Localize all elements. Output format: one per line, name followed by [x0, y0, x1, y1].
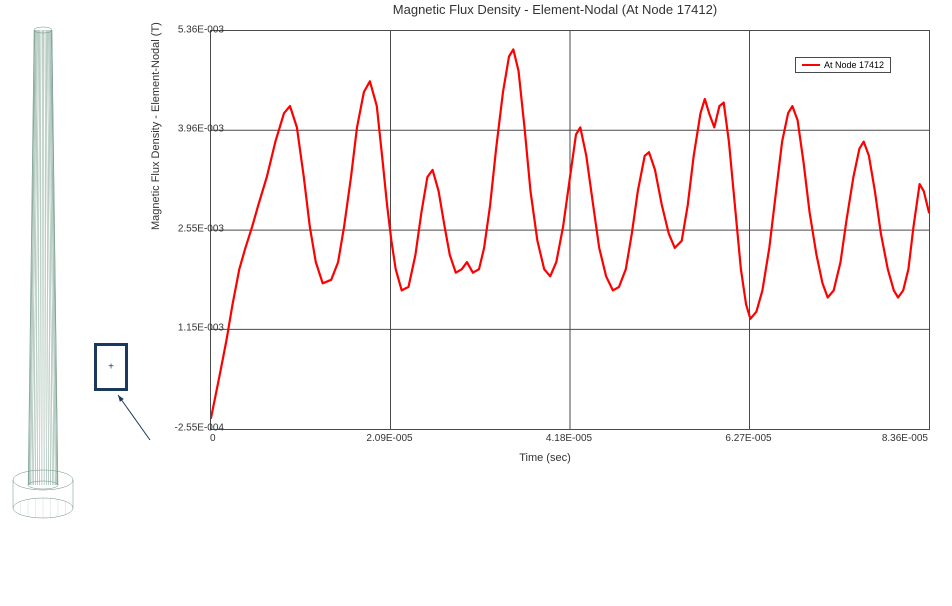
chart-plot-area: [210, 30, 930, 430]
chart-panel: Magnetic Flux Density - Element-Nodal (A…: [160, 0, 950, 500]
chart-svg: [211, 31, 929, 429]
y-tick-label: 5.36E-003: [178, 25, 224, 36]
y-tick-label: 2.55E-003: [178, 224, 224, 235]
node-marker-box: +: [94, 343, 128, 391]
x-tick-label: 8.36E-005: [882, 433, 928, 444]
y-tick-label: 1.15E-003: [178, 323, 224, 334]
mesh-model-panel: +: [0, 0, 160, 606]
y-tick-label: -2.55E-004: [175, 423, 224, 434]
chart-x-label: Time (sec): [160, 452, 930, 464]
chart-legend: At Node 17412: [795, 57, 891, 73]
node-marker-plus-icon: +: [108, 362, 114, 373]
x-tick-label: 4.18E-005: [546, 433, 592, 444]
x-tick-label: 0: [210, 433, 216, 444]
x-tick-label: 2.09E-005: [366, 433, 412, 444]
x-tick-label: 6.27E-005: [725, 433, 771, 444]
chart-y-label: Magnetic Flux Density - Element-Nodal (T…: [150, 22, 162, 230]
y-tick-label: 3.96E-003: [178, 124, 224, 135]
legend-label: At Node 17412: [824, 60, 884, 70]
chart-title: Magnetic Flux Density - Element-Nodal (A…: [160, 2, 950, 17]
mesh-model-svg: [0, 0, 160, 560]
legend-line-icon: [802, 64, 820, 66]
